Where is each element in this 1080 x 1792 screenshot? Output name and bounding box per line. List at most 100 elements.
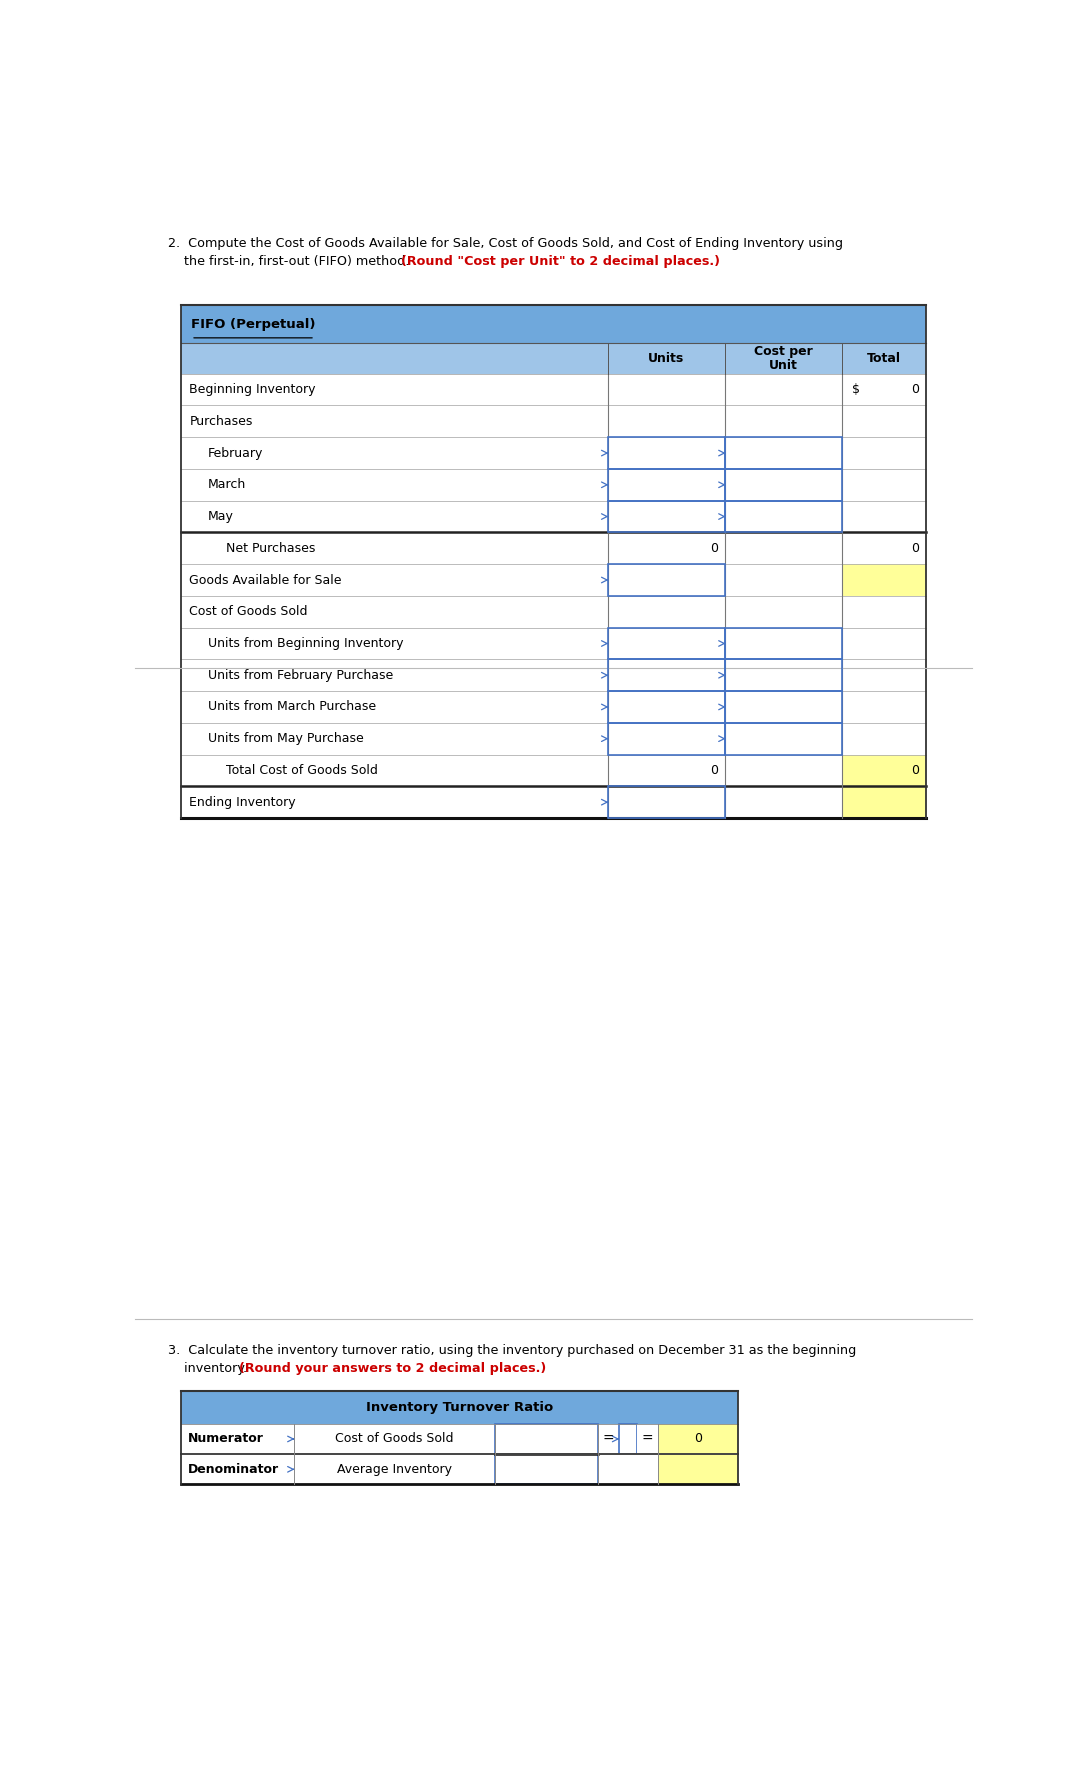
Text: Total Cost of Goods Sold: Total Cost of Goods Sold: [226, 763, 378, 778]
Bar: [181, 659, 608, 692]
Bar: [608, 500, 725, 532]
Text: 0: 0: [912, 763, 919, 778]
Bar: [181, 532, 608, 564]
Bar: [608, 787, 725, 817]
Bar: [608, 344, 725, 375]
Text: 0: 0: [711, 763, 718, 778]
Bar: [598, 1425, 619, 1453]
Bar: [725, 470, 842, 500]
Bar: [725, 597, 842, 627]
Bar: [637, 1453, 658, 1484]
Bar: [725, 722, 842, 754]
Bar: [725, 722, 842, 754]
Text: Purchases: Purchases: [189, 414, 253, 428]
Bar: [181, 437, 608, 470]
Bar: [608, 437, 725, 470]
Bar: [842, 787, 926, 817]
Bar: [842, 659, 926, 692]
Bar: [608, 564, 725, 597]
Text: March: March: [207, 478, 246, 491]
Bar: [725, 500, 842, 532]
Bar: [608, 437, 725, 470]
Text: Units from March Purchase: Units from March Purchase: [207, 701, 376, 713]
Bar: [842, 564, 926, 597]
Bar: [842, 597, 926, 627]
Text: Numerator: Numerator: [188, 1432, 264, 1446]
Bar: [608, 470, 725, 500]
Bar: [181, 754, 608, 787]
Text: 0: 0: [711, 541, 718, 556]
Bar: [725, 627, 842, 659]
Bar: [842, 344, 926, 375]
Bar: [608, 692, 725, 722]
Text: Cost of Goods Sold: Cost of Goods Sold: [335, 1432, 454, 1446]
Bar: [725, 659, 842, 692]
Text: Units: Units: [648, 351, 685, 366]
Bar: [495, 1453, 598, 1484]
Text: Cost of Goods Sold: Cost of Goods Sold: [189, 606, 308, 618]
Bar: [725, 659, 842, 692]
Text: 2.  Compute the Cost of Goods Available for Sale, Cost of Goods Sold, and Cost o: 2. Compute the Cost of Goods Available f…: [168, 237, 843, 251]
Text: =: =: [642, 1432, 653, 1446]
Text: Inventory Turnover Ratio: Inventory Turnover Ratio: [366, 1401, 553, 1414]
Text: Ending Inventory: Ending Inventory: [189, 796, 296, 808]
Bar: [608, 787, 725, 817]
Text: May: May: [207, 511, 233, 523]
Bar: [842, 470, 926, 500]
Text: FIFO (Perpetual): FIFO (Perpetual): [191, 317, 315, 330]
Bar: [842, 437, 926, 470]
Bar: [181, 1425, 294, 1453]
Text: Cost per: Cost per: [754, 346, 813, 358]
Bar: [608, 692, 725, 722]
Text: Units from Beginning Inventory: Units from Beginning Inventory: [207, 636, 403, 650]
Bar: [181, 597, 608, 627]
Bar: [725, 754, 842, 787]
Text: inventory.: inventory.: [168, 1362, 252, 1374]
Text: Net Purchases: Net Purchases: [226, 541, 315, 556]
Bar: [842, 627, 926, 659]
Bar: [725, 692, 842, 722]
Bar: [608, 627, 725, 659]
Bar: [181, 375, 608, 405]
Text: 0: 0: [912, 541, 919, 556]
Bar: [608, 659, 725, 692]
Bar: [181, 692, 608, 722]
Text: Units from February Purchase: Units from February Purchase: [207, 668, 393, 681]
Text: Goods Available for Sale: Goods Available for Sale: [189, 573, 342, 586]
Bar: [842, 405, 926, 437]
Bar: [181, 1453, 294, 1484]
Bar: [842, 375, 926, 405]
Bar: [725, 787, 842, 817]
Bar: [181, 1391, 738, 1425]
Bar: [598, 1453, 619, 1484]
Bar: [842, 532, 926, 564]
Bar: [608, 470, 725, 500]
Bar: [842, 692, 926, 722]
Text: Average Inventory: Average Inventory: [337, 1462, 451, 1477]
Bar: [181, 722, 608, 754]
Bar: [725, 692, 842, 722]
Bar: [725, 375, 842, 405]
Bar: [608, 532, 725, 564]
Text: Total: Total: [867, 351, 901, 366]
Text: Beginning Inventory: Beginning Inventory: [189, 383, 316, 396]
Bar: [608, 405, 725, 437]
Bar: [842, 500, 926, 532]
Bar: [725, 437, 842, 470]
Text: 3.  Calculate the inventory turnover ratio, using the inventory purchased on Dec: 3. Calculate the inventory turnover rati…: [168, 1344, 856, 1357]
Text: February: February: [207, 446, 264, 459]
Bar: [842, 722, 926, 754]
Bar: [608, 627, 725, 659]
Bar: [658, 1453, 738, 1484]
Bar: [294, 1425, 495, 1453]
Bar: [608, 375, 725, 405]
Bar: [608, 754, 725, 787]
Text: Unit: Unit: [769, 358, 798, 373]
Text: the first-in, first-out (FIFO) method.: the first-in, first-out (FIFO) method.: [168, 254, 414, 269]
Bar: [608, 500, 725, 532]
Bar: [619, 1425, 637, 1453]
Bar: [181, 627, 608, 659]
Bar: [181, 470, 608, 500]
Bar: [181, 344, 608, 375]
Text: (Round "Cost per Unit" to 2 decimal places.): (Round "Cost per Unit" to 2 decimal plac…: [401, 254, 720, 269]
